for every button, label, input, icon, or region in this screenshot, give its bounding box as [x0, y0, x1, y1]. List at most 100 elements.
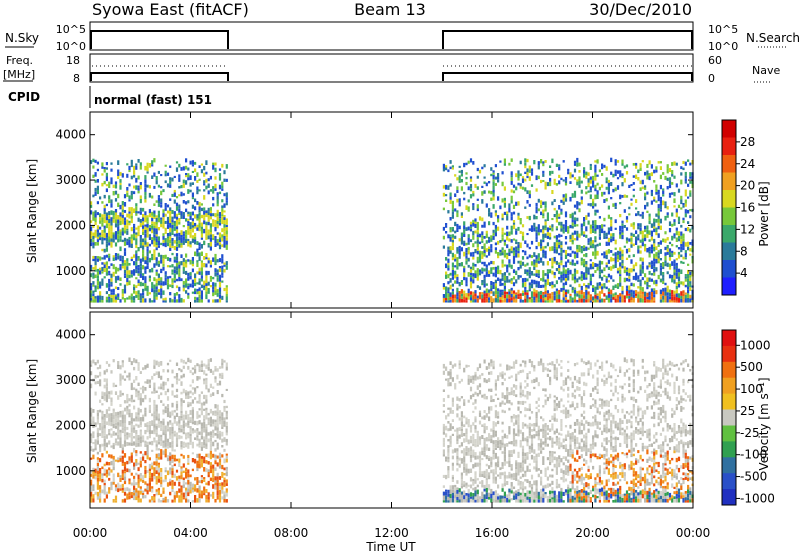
range-cell — [189, 272, 192, 276]
range-cell — [567, 275, 570, 279]
range-cell — [160, 242, 163, 246]
range-cell — [619, 282, 622, 287]
range-cell — [194, 288, 197, 292]
range-cell — [460, 280, 463, 282]
range-cell — [196, 443, 199, 447]
range-cell — [664, 291, 667, 296]
range-cell — [110, 419, 113, 423]
range-cell — [128, 488, 131, 493]
range-cell — [175, 196, 179, 199]
range-cell — [490, 190, 493, 195]
range-cell — [203, 456, 206, 460]
range-cell — [641, 269, 644, 274]
range-cell — [166, 238, 170, 243]
range-cell — [689, 172, 692, 177]
range-cell — [639, 231, 642, 235]
colorbar-segment — [722, 172, 736, 191]
range-cell — [135, 165, 138, 170]
range-cell — [447, 234, 450, 239]
range-cell — [555, 249, 558, 254]
range-cell — [130, 274, 133, 278]
range-cell — [612, 236, 615, 241]
range-cell — [549, 177, 552, 182]
range-cell — [610, 171, 613, 175]
range-cell — [528, 246, 531, 250]
nave-tick-bottom: 0 — [708, 72, 715, 85]
range-cell — [153, 403, 156, 407]
range-cell — [200, 284, 203, 289]
range-cell — [555, 210, 558, 215]
range-cell — [117, 417, 120, 423]
range-cell — [216, 259, 219, 263]
range-cell — [130, 436, 133, 439]
range-cell — [146, 232, 149, 235]
range-cell — [103, 262, 106, 265]
range-cell — [137, 393, 140, 396]
range-cell — [508, 272, 511, 276]
range-cell — [474, 183, 477, 188]
range-cell — [481, 496, 484, 499]
range-cell — [583, 173, 586, 178]
range-cell — [121, 427, 124, 431]
range-cell — [139, 281, 142, 287]
range-cell — [445, 298, 448, 301]
range-cell — [92, 299, 95, 303]
range-cell — [218, 380, 222, 386]
range-cell — [155, 440, 158, 445]
range-cell — [501, 252, 504, 256]
range-cell — [560, 245, 563, 248]
range-cell — [90, 267, 93, 271]
range-cell — [162, 418, 165, 421]
range-cell — [178, 186, 181, 189]
range-cell — [146, 485, 149, 491]
range-cell — [151, 430, 154, 434]
range-cell — [517, 173, 520, 178]
range-cell — [194, 241, 197, 245]
range-cell — [178, 298, 181, 303]
range-cell — [196, 467, 199, 472]
range-cell — [187, 189, 190, 194]
range-cell — [90, 422, 93, 427]
range-cell — [483, 293, 486, 297]
range-cell — [668, 251, 672, 255]
range-cell — [96, 432, 99, 438]
range-cell — [628, 238, 631, 242]
range-cell — [205, 275, 208, 279]
range-cell — [209, 246, 212, 251]
range-cell — [637, 234, 640, 238]
range-cell — [659, 263, 662, 266]
range-cell — [653, 218, 656, 222]
range-cell — [465, 468, 468, 473]
range-cell — [205, 210, 208, 214]
range-cell — [662, 190, 665, 195]
range-cell — [675, 265, 678, 269]
range-cell — [135, 277, 138, 280]
range-cell — [612, 279, 615, 282]
range-cell — [650, 296, 653, 300]
range-cell — [173, 457, 176, 462]
range-cell — [445, 300, 448, 303]
range-cell — [454, 498, 457, 503]
range-cell — [585, 270, 588, 274]
range-cell — [592, 201, 595, 206]
range-cell — [182, 414, 185, 418]
range-cell — [576, 252, 579, 256]
range-cell — [135, 227, 138, 230]
range-cell — [148, 236, 151, 240]
range-cell — [451, 410, 454, 414]
range-cell — [553, 275, 556, 279]
range-cell — [151, 175, 154, 179]
range-cell — [101, 214, 104, 218]
range-cell — [616, 185, 620, 190]
range-cell — [451, 237, 454, 240]
range-cell — [128, 207, 131, 212]
range-cell — [546, 182, 549, 187]
range-cell — [178, 240, 181, 244]
range-cell — [562, 276, 565, 281]
range-cell — [533, 266, 536, 270]
range-cell — [189, 481, 192, 487]
range-cell — [182, 258, 185, 262]
range-cell — [641, 186, 644, 190]
range-cell — [542, 246, 545, 250]
range-cell — [103, 384, 106, 389]
